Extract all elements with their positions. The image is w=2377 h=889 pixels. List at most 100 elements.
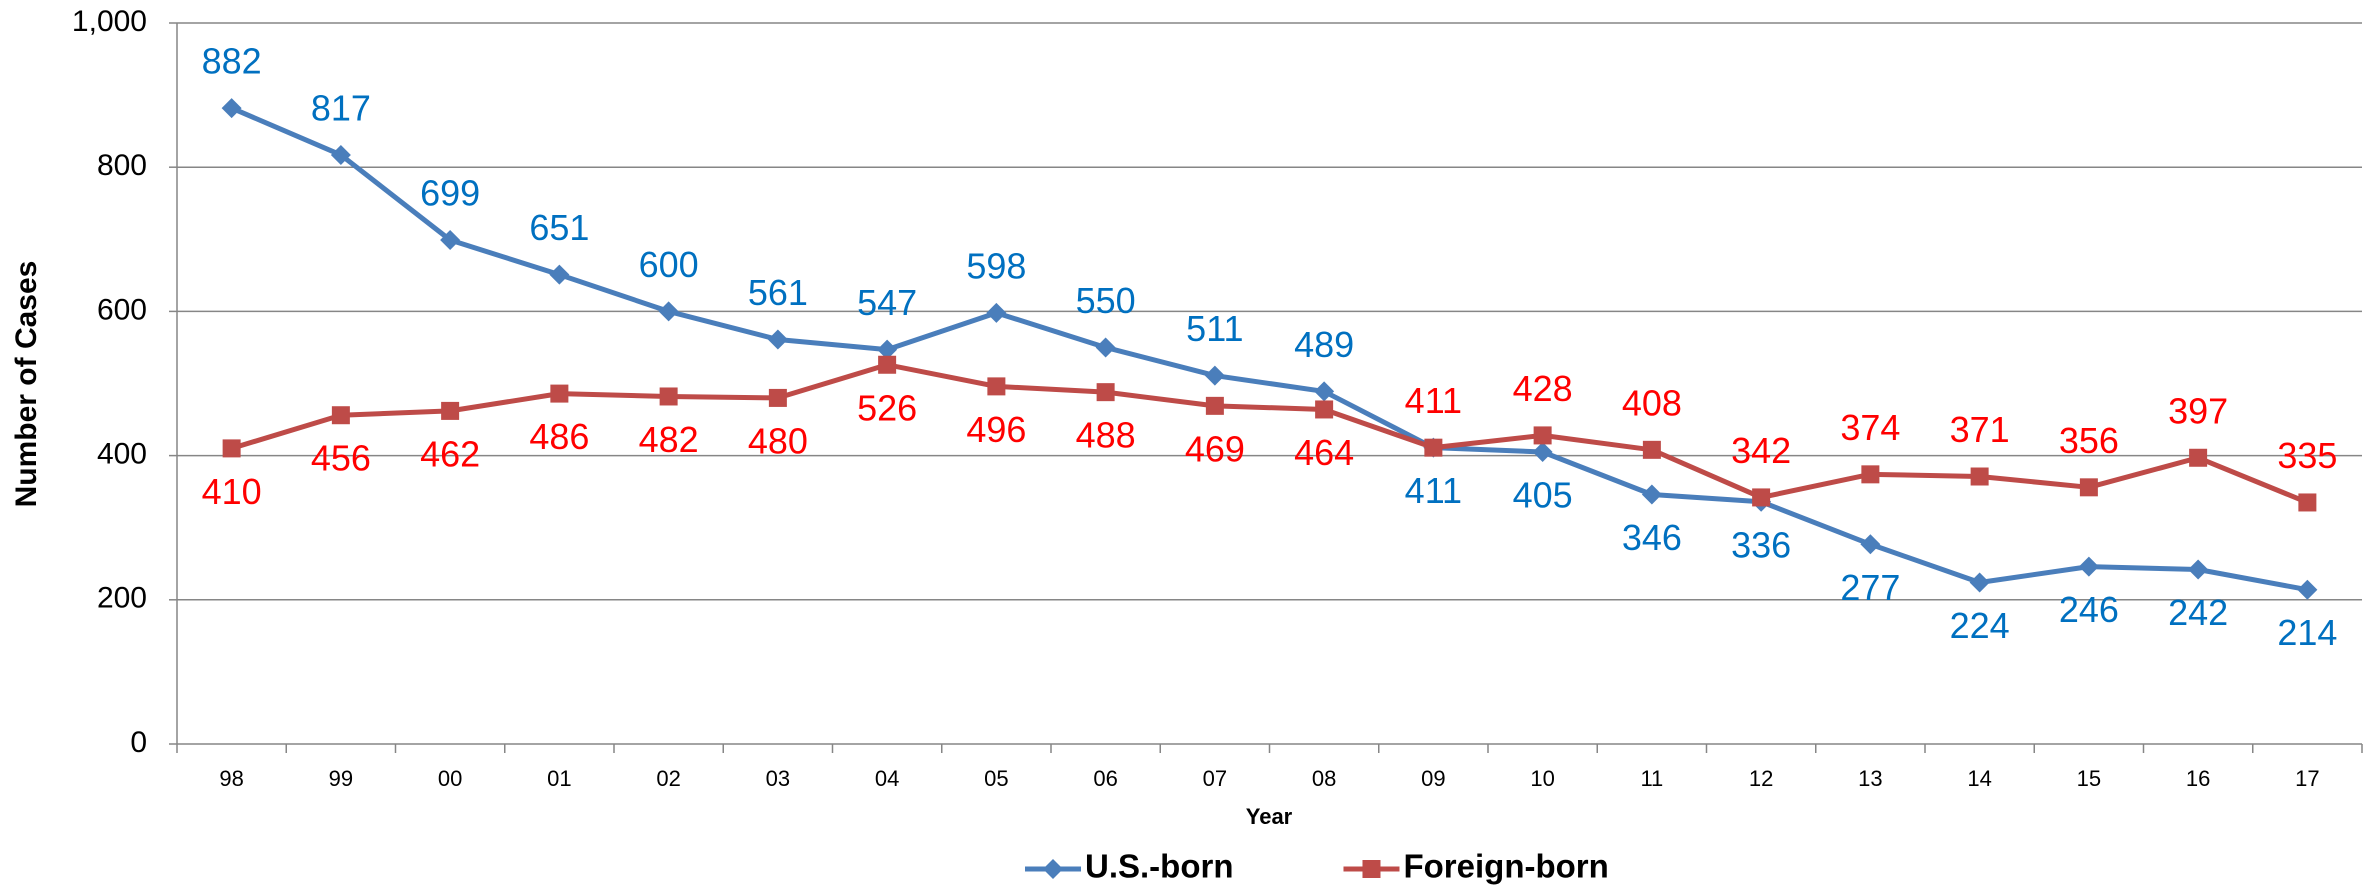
data-label: 456: [311, 438, 371, 479]
x-tick-label: 09: [1421, 766, 1445, 791]
marker: [1315, 400, 1334, 419]
y-tick-label: 200: [97, 582, 147, 615]
marker: [2189, 448, 2208, 467]
marker: [1043, 859, 1063, 879]
data-label: 277: [1840, 567, 1900, 608]
data-label: 600: [639, 244, 699, 285]
marker: [2298, 493, 2317, 512]
x-tick-label: 11: [1640, 766, 1663, 791]
marker: [330, 144, 351, 165]
y-axis-title: Number of Cases: [10, 261, 43, 508]
data-label: 547: [857, 282, 917, 323]
data-label: 598: [966, 245, 1026, 286]
data-label: 242: [2168, 592, 2228, 633]
marker: [1641, 484, 1662, 505]
x-axis-title: Year: [1246, 804, 1293, 829]
data-label: 488: [1076, 415, 1136, 456]
marker: [2078, 556, 2099, 577]
data-label: 511: [1186, 308, 1243, 349]
data-label: 550: [1076, 280, 1136, 321]
marker: [1970, 467, 1989, 486]
data-label: 482: [639, 419, 699, 460]
data-label: 336: [1731, 524, 1791, 565]
marker: [877, 339, 898, 360]
x-tick-label: 13: [1858, 766, 1882, 791]
marker: [550, 384, 569, 403]
data-label: 469: [1185, 428, 1245, 469]
data-label: 428: [1513, 368, 1573, 409]
data-label: 224: [1950, 605, 2010, 646]
series: 882 817 699 651 600 561 547 598 550 511 489 411 405 3…: [202, 41, 2338, 654]
data-label: 462: [420, 433, 480, 474]
x-tick-label: 04: [875, 766, 899, 791]
marker: [1314, 381, 1335, 402]
marker: [331, 406, 350, 425]
x-tick-label: 01: [547, 766, 571, 791]
data-label: 214: [2277, 612, 2337, 653]
x-tick-label: 07: [1203, 766, 1227, 791]
data-label: 246: [2059, 589, 2119, 630]
marker: [2188, 559, 2209, 580]
marker: [767, 329, 788, 350]
y-tick-label: 1,000: [72, 5, 147, 38]
marker: [1532, 441, 1553, 462]
data-label: 496: [966, 409, 1026, 450]
x-tick-label: 16: [2186, 766, 2210, 791]
marker: [1861, 465, 1880, 484]
x-tick-label: 15: [2077, 766, 2101, 791]
marker: [2079, 478, 2098, 497]
data-label: 489: [1294, 324, 1354, 365]
data-label: 411: [1405, 380, 1462, 421]
x-tick-label: 12: [1749, 766, 1773, 791]
x-tick-label: 08: [1312, 766, 1336, 791]
data-label: 371: [1950, 409, 2010, 450]
data-label: 561: [748, 272, 808, 313]
y-tick-label: 0: [130, 726, 147, 759]
data-label: 342: [1731, 430, 1791, 471]
marker: [1969, 572, 1990, 593]
data-label: 410: [202, 471, 262, 512]
data-label: 405: [1513, 475, 1573, 516]
marker: [987, 377, 1006, 396]
x-tick-label: 14: [1967, 766, 1991, 791]
series-line: [230, 362, 2309, 505]
series-line: [230, 105, 2308, 593]
marker: [1096, 383, 1115, 402]
data-label: 882: [202, 41, 262, 82]
marker: [440, 230, 461, 251]
x-tick-label: 03: [766, 766, 790, 791]
data-label: 356: [2059, 420, 2119, 461]
marker: [1752, 488, 1771, 507]
marker: [1362, 860, 1381, 878]
marker: [659, 387, 678, 406]
marker: [878, 355, 897, 374]
x-tick-label: 98: [219, 766, 243, 791]
data-label: 335: [2277, 435, 2337, 476]
marker: [768, 388, 787, 407]
data-label: 374: [1840, 407, 1900, 448]
marker: [441, 401, 460, 420]
marker: [549, 264, 570, 285]
marker: [1424, 438, 1443, 457]
marker: [222, 439, 241, 458]
x-tick-label: 99: [329, 766, 353, 791]
data-label: 397: [2168, 390, 2228, 431]
marker: [1860, 534, 1881, 555]
x-tick-label: 17: [2295, 766, 2319, 791]
y-tick-label: 600: [97, 293, 147, 326]
data-label: 817: [311, 87, 371, 128]
data-label: 651: [529, 207, 589, 248]
marker: [658, 301, 679, 322]
legend-label: U.S.-born: [1085, 848, 1233, 885]
marker: [1533, 426, 1552, 445]
marker: [986, 302, 1007, 323]
x-tick-label: 06: [1093, 766, 1117, 791]
data-label: 526: [857, 387, 917, 428]
data-label: 411: [1405, 470, 1462, 511]
marker: [221, 98, 242, 119]
x-tick-label: 10: [1530, 766, 1554, 791]
x-tick-label: 05: [984, 766, 1008, 791]
data-label: 480: [748, 420, 808, 461]
data-label: 464: [1294, 432, 1354, 473]
